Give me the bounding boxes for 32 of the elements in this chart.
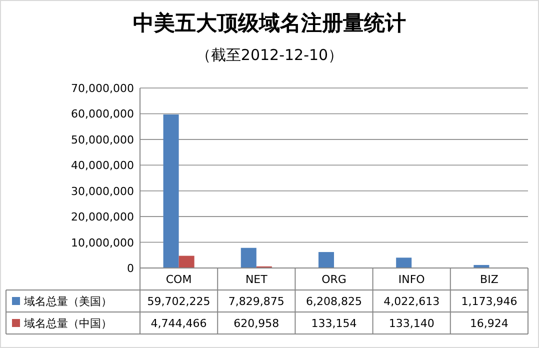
x-tick-label: NET	[245, 273, 268, 286]
legend-label: 域名总量（美国）	[23, 295, 112, 308]
data-label: 6,208,825	[306, 295, 362, 308]
data-label: 133,154	[311, 317, 357, 330]
bar	[396, 258, 412, 268]
bar	[240, 248, 256, 268]
data-label: 4,022,613	[384, 295, 440, 308]
data-label: 620,958	[234, 317, 280, 330]
y-tick-label: 40,000,000	[71, 159, 134, 172]
legend-label: 域名总量（中国）	[23, 317, 112, 330]
y-tick-label: 50,000,000	[71, 133, 134, 146]
bar	[178, 256, 194, 268]
y-tick-label: 0	[127, 262, 134, 275]
data-label: 133,140	[388, 317, 434, 330]
chart-subtitle: （截至2012-12-10）	[196, 46, 344, 64]
chart-title: 中美五大顶级域名注册量统计	[133, 10, 406, 35]
data-label: 1,173,946	[461, 295, 518, 308]
y-tick-label: 20,000,000	[71, 210, 134, 224]
y-tick-label: 60,000,000	[71, 108, 134, 121]
y-tick-label: 70,000,000	[71, 82, 134, 95]
data-label: 7,829,875	[228, 295, 284, 308]
x-tick-label: ORG	[322, 273, 346, 286]
x-tick-label: INFO	[398, 273, 426, 286]
data-label: 16,924	[470, 317, 508, 330]
bar	[163, 114, 179, 268]
y-tick-label: 30,000,000	[71, 184, 134, 198]
y-tick-label: 10,000,000	[71, 236, 134, 250]
x-tick-label: BIZ	[480, 273, 499, 286]
data-label: 4,744,466	[150, 317, 207, 330]
data-label: 59,702,225	[147, 295, 210, 308]
bar	[318, 252, 334, 268]
x-tick-label: COM	[166, 273, 192, 286]
